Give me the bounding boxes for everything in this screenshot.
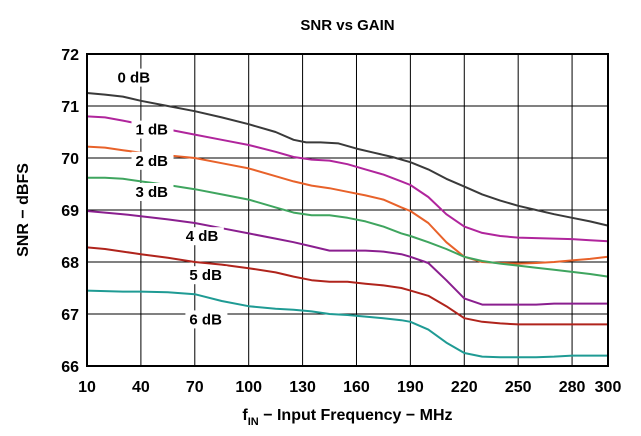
series-line-0-db bbox=[86, 92, 609, 227]
x-tick-labels: 10 40 70 100 130 160 190 220 250 280 300 bbox=[78, 379, 621, 396]
y-tick-label: 72 bbox=[61, 47, 79, 64]
chart-title: SNR vs GAIN bbox=[300, 17, 394, 34]
x-tick-label: 220 bbox=[451, 379, 478, 396]
x-tick-label: 190 bbox=[397, 379, 424, 396]
series-line-5-db bbox=[86, 246, 608, 326]
series-lines bbox=[86, 92, 609, 359]
series-labels: 0 dB 1 dB 2 dB 3 dB 4 dB 5 dB 6 dB bbox=[113, 68, 228, 329]
series-label: 0 dB bbox=[118, 70, 151, 87]
x-axis-label-main: f bbox=[242, 407, 248, 424]
y-tick-label: 69 bbox=[61, 203, 79, 220]
x-tick-label: 10 bbox=[78, 379, 96, 396]
series-line-1-db bbox=[86, 115, 609, 243]
y-tick-label: 67 bbox=[61, 307, 79, 324]
y-tick-label: 71 bbox=[61, 99, 79, 116]
series-line-4-db bbox=[86, 210, 608, 306]
series-label: 3 dB bbox=[136, 184, 169, 201]
series-label-bg bbox=[113, 68, 156, 87]
series-label-bg bbox=[181, 227, 224, 246]
x-axis-label-rest: − Input Frequency − MHz bbox=[259, 407, 453, 424]
series-label: 6 dB bbox=[189, 311, 222, 328]
series-label-bg bbox=[185, 310, 228, 329]
series-line-3-db bbox=[87, 176, 609, 278]
series-label-bg bbox=[131, 120, 174, 139]
x-tick-label: 250 bbox=[505, 379, 532, 396]
x-tick-label: 100 bbox=[235, 379, 262, 396]
series-label: 2 dB bbox=[136, 153, 169, 170]
series-label-bg bbox=[185, 266, 228, 285]
x-tick-label: 300 bbox=[595, 379, 622, 396]
y-axis-label: SNR − dBFS bbox=[15, 163, 32, 257]
x-tick-label: 130 bbox=[289, 379, 316, 396]
x-tick-label: 160 bbox=[343, 379, 370, 396]
x-axis-label-subscript: IN bbox=[248, 416, 259, 428]
series-label: 1 dB bbox=[136, 122, 169, 139]
series-label-bg bbox=[131, 183, 174, 201]
y-tick-label: 70 bbox=[61, 151, 79, 168]
series-label: 5 dB bbox=[189, 267, 222, 284]
y-tick-labels: 66 67 68 69 70 71 72 bbox=[61, 47, 79, 376]
series-line-2-db bbox=[86, 145, 609, 265]
x-axis-label: fIN − Input Frequency − MHz bbox=[242, 407, 452, 428]
x-tick-label: 70 bbox=[186, 379, 204, 396]
series-line-6-db bbox=[86, 289, 608, 359]
series-label-bg bbox=[131, 151, 174, 170]
y-tick-label: 66 bbox=[61, 359, 79, 376]
plot-frame bbox=[86, 53, 609, 367]
x-tick-label: 40 bbox=[132, 379, 150, 396]
x-tick-label: 280 bbox=[559, 379, 586, 396]
series-label: 4 dB bbox=[186, 228, 219, 245]
grid bbox=[86, 53, 609, 367]
y-tick-label: 68 bbox=[61, 255, 79, 272]
